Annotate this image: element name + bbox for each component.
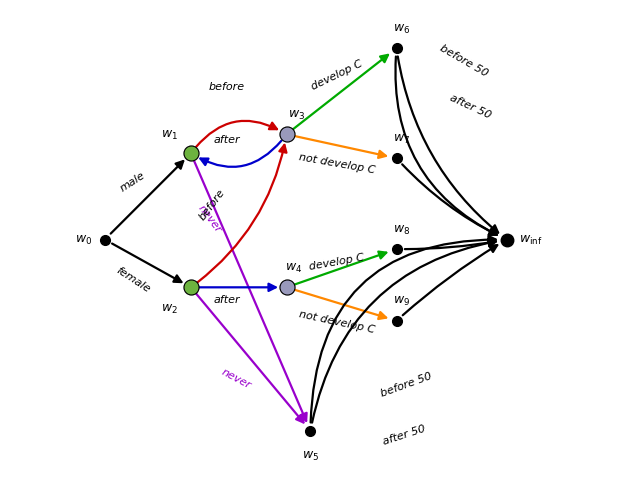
FancyArrowPatch shape: [198, 145, 287, 283]
FancyArrowPatch shape: [199, 284, 276, 291]
FancyArrowPatch shape: [293, 56, 388, 130]
FancyArrowPatch shape: [196, 121, 277, 148]
Text: never: never: [196, 203, 223, 234]
Text: before 50: before 50: [379, 370, 433, 398]
FancyArrowPatch shape: [398, 57, 498, 233]
Text: before 50: before 50: [438, 43, 490, 79]
FancyArrowPatch shape: [405, 240, 496, 250]
FancyArrowPatch shape: [111, 162, 183, 234]
Text: not develop C: not develop C: [298, 308, 376, 334]
Text: before: before: [198, 187, 227, 222]
FancyArrowPatch shape: [112, 244, 181, 283]
Text: $w_{7}$: $w_{7}$: [393, 132, 410, 145]
Text: $w_{1}$: $w_{1}$: [161, 129, 178, 142]
FancyArrowPatch shape: [403, 246, 497, 315]
Text: after: after: [213, 295, 240, 305]
Text: $w_{0}$: $w_{0}$: [75, 233, 92, 247]
Text: develop C: develop C: [310, 59, 364, 92]
Text: develop C: develop C: [308, 252, 365, 271]
FancyArrowPatch shape: [294, 252, 387, 285]
Text: never: never: [220, 367, 253, 390]
Text: $w_{3}$: $w_{3}$: [287, 108, 305, 121]
FancyArrowPatch shape: [294, 290, 386, 319]
Text: after 50: after 50: [381, 423, 426, 446]
Text: $w_{9}$: $w_{9}$: [393, 295, 410, 308]
Text: $w_{8}$: $w_{8}$: [393, 223, 410, 236]
FancyArrowPatch shape: [402, 165, 497, 235]
FancyArrowPatch shape: [294, 137, 386, 158]
Text: not develop C: not develop C: [298, 152, 376, 175]
Text: male: male: [118, 170, 147, 193]
Text: $w_{5}$: $w_{5}$: [302, 449, 319, 462]
Text: $w_{2}$: $w_{2}$: [161, 303, 178, 316]
FancyArrowPatch shape: [396, 58, 497, 235]
FancyArrowPatch shape: [312, 240, 496, 423]
Text: female: female: [114, 264, 152, 294]
FancyArrowPatch shape: [200, 142, 282, 168]
Text: $w_{\inf}$: $w_{\inf}$: [518, 233, 542, 247]
FancyArrowPatch shape: [194, 162, 307, 421]
Text: $w_{6}$: $w_{6}$: [393, 23, 410, 36]
Text: after 50: after 50: [449, 93, 493, 120]
FancyArrowPatch shape: [310, 237, 496, 422]
Text: after: after: [213, 135, 240, 145]
Text: $w_{4}$: $w_{4}$: [285, 261, 302, 274]
FancyArrowPatch shape: [196, 294, 303, 422]
Text: before: before: [209, 82, 245, 92]
